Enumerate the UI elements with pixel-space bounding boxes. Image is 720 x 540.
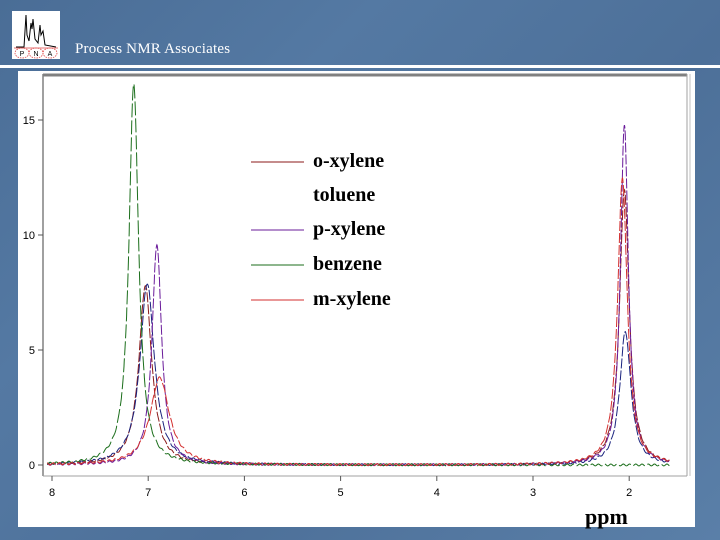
svg-text:N: N <box>33 51 38 58</box>
legend: o-xylene toluene p-xylene benzene m-xylene <box>251 150 391 310</box>
x-tick-label: 8 <box>49 487 55 499</box>
series-m-xylene <box>47 176 670 467</box>
logo-spectrum-icon: P N A <box>14 14 58 59</box>
x-tick-label: 6 <box>241 487 247 499</box>
x-axis-label: ppm <box>585 504 628 529</box>
y-tick-label: 0 <box>29 460 35 472</box>
x-tick-label: 7 <box>145 487 151 499</box>
pna-logo: P N A <box>12 11 60 59</box>
series-benzene <box>47 82 670 467</box>
y-tick-label: 5 <box>29 345 35 357</box>
legend-label: benzene <box>313 253 382 275</box>
legend-label: m-xylene <box>313 288 391 310</box>
x-axis-ticks: 8 7 6 5 4 3 2 <box>49 476 632 499</box>
legend-label: p-xylene <box>313 218 385 240</box>
legend-label: toluene <box>313 184 375 206</box>
y-axis-ticks: 0 5 10 15 <box>23 115 43 472</box>
x-tick-label: 5 <box>338 487 344 499</box>
page-title: Process NMR Associates <box>75 41 231 57</box>
legend-label: o-xylene <box>313 150 384 172</box>
y-tick-label: 15 <box>23 115 35 127</box>
slide-header: P N A Process NMR Associates <box>0 0 720 64</box>
header-divider <box>0 65 720 68</box>
svg-text:A: A <box>48 51 53 58</box>
x-tick-label: 3 <box>530 487 536 499</box>
x-tick-label: 2 <box>626 487 632 499</box>
y-tick-label: 10 <box>23 230 35 242</box>
svg-text:P: P <box>20 51 25 58</box>
spectrum-series <box>47 82 670 467</box>
x-tick-label: 4 <box>434 487 440 499</box>
